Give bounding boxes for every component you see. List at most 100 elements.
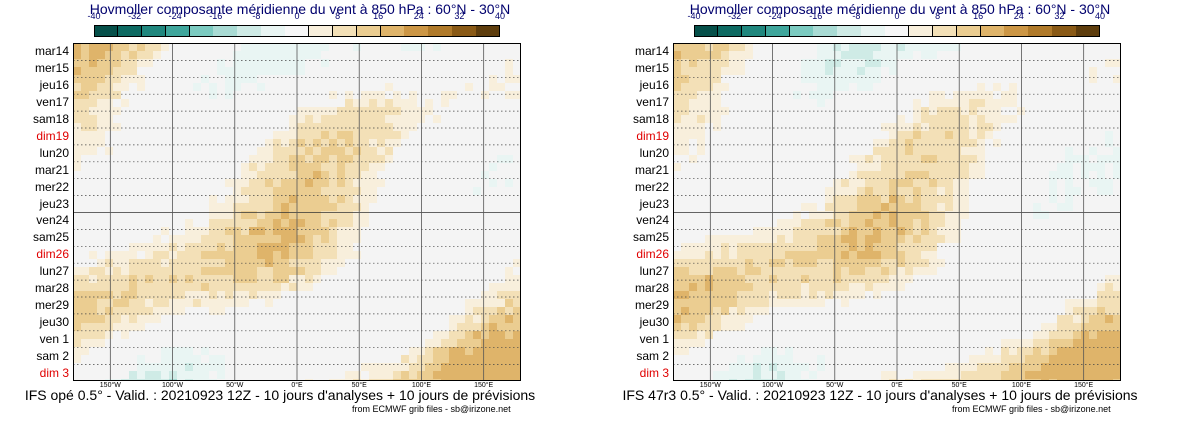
field-cell <box>105 267 113 275</box>
field-cell <box>809 267 817 275</box>
field-cell <box>193 243 201 251</box>
field-cell <box>1033 203 1041 211</box>
field-cell <box>257 59 265 67</box>
field-cell <box>1113 299 1121 307</box>
field-cell <box>729 323 737 331</box>
field-cell <box>505 59 513 67</box>
field-cell <box>993 139 1001 147</box>
field-cell <box>721 315 729 323</box>
field-cell <box>977 155 985 163</box>
field-cell <box>993 123 1001 131</box>
field-cell <box>281 155 289 163</box>
field-cell <box>697 339 705 347</box>
field-cell <box>329 171 337 179</box>
field-cell <box>729 275 737 283</box>
field-cell <box>921 115 929 123</box>
field-cell <box>129 291 137 299</box>
field-cell <box>289 155 297 163</box>
y-tick-label: lun27 <box>39 264 69 279</box>
field-cell <box>161 307 169 315</box>
field-cell <box>273 219 281 227</box>
field-cell <box>1113 331 1121 339</box>
field-cell <box>249 275 257 283</box>
field-cell <box>969 363 977 371</box>
y-tick-label: jeu23 <box>639 196 669 211</box>
field-cell <box>273 163 281 171</box>
field-cell <box>409 123 417 131</box>
field-cell <box>1033 347 1041 355</box>
y-tick-label: sam25 <box>32 230 69 245</box>
field-cell <box>945 363 953 371</box>
field-cell <box>337 251 345 259</box>
field-cell <box>865 179 873 187</box>
field-cell <box>193 83 201 91</box>
field-cell <box>193 235 201 243</box>
field-cell <box>273 227 281 235</box>
field-cell <box>697 331 705 339</box>
colorbar-swatch <box>356 25 382 37</box>
field-cell <box>889 283 897 291</box>
field-cell <box>1017 355 1025 363</box>
field-cell <box>241 299 249 307</box>
field-cell <box>1105 363 1113 371</box>
field-cell <box>97 59 105 67</box>
field-cell <box>169 283 177 291</box>
field-cell <box>921 251 929 259</box>
field-cell <box>473 315 481 323</box>
field-cell <box>305 131 313 139</box>
field-cell <box>473 307 481 315</box>
field-cell <box>297 115 305 123</box>
field-cell <box>513 371 521 379</box>
field-cell <box>505 267 513 275</box>
field-cell <box>489 75 497 83</box>
field-cell <box>881 203 889 211</box>
field-cell <box>345 195 353 203</box>
field-cell <box>297 123 305 131</box>
field-cell <box>265 267 273 275</box>
field-cell <box>321 43 329 51</box>
field-cell <box>241 267 249 275</box>
y-tick-label: dim 3 <box>39 365 69 380</box>
field-cell <box>929 211 937 219</box>
field-cell <box>321 171 329 179</box>
field-cell <box>705 299 713 307</box>
field-cell <box>129 275 137 283</box>
field-cell <box>809 91 817 99</box>
field-cell <box>393 131 401 139</box>
field-cell <box>705 251 713 259</box>
field-cell <box>1081 355 1089 363</box>
field-cell <box>1049 195 1057 203</box>
field-cell <box>857 155 865 163</box>
field-cell <box>297 147 305 155</box>
field-cell <box>513 307 521 315</box>
field-cell <box>673 163 681 171</box>
field-cell <box>513 339 521 347</box>
field-cell <box>201 227 209 235</box>
field-cell <box>385 363 393 371</box>
field-cell <box>713 315 721 323</box>
field-cell <box>89 91 97 99</box>
field-cell <box>345 211 353 219</box>
field-cell <box>889 51 897 59</box>
field-cell <box>1105 155 1113 163</box>
field-cell <box>377 115 385 123</box>
field-cell <box>217 283 225 291</box>
field-cell <box>289 275 297 283</box>
field-cell <box>689 275 697 283</box>
field-cell <box>345 139 353 147</box>
field-cell <box>793 251 801 259</box>
field-cell <box>913 131 921 139</box>
field-cell <box>769 299 777 307</box>
field-cell <box>809 59 817 67</box>
field-cell <box>697 267 705 275</box>
field-cell <box>769 283 777 291</box>
field-cell <box>921 179 929 187</box>
field-cell <box>705 291 713 299</box>
field-cell <box>881 171 889 179</box>
field-cell <box>873 267 881 275</box>
field-cell <box>121 99 129 107</box>
field-cell <box>481 339 489 347</box>
field-cell <box>145 299 153 307</box>
field-cell <box>377 363 385 371</box>
x-tick-label: 150°E <box>1074 382 1094 389</box>
